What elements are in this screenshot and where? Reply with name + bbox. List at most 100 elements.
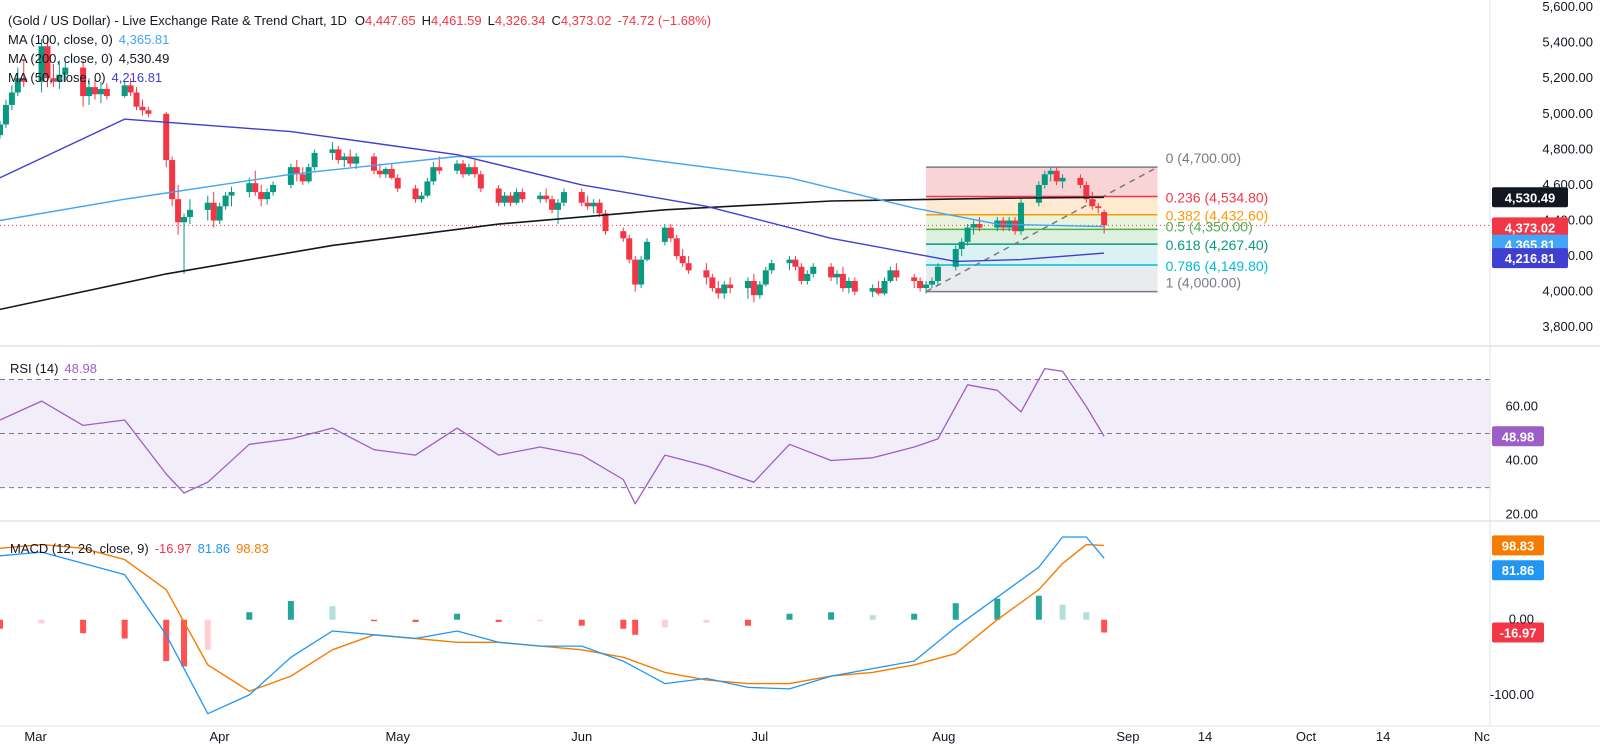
x-tick-label: Apr bbox=[210, 729, 231, 744]
candle-body bbox=[875, 288, 882, 294]
candle-body bbox=[661, 227, 668, 242]
candle-body bbox=[721, 284, 728, 294]
candle-body bbox=[186, 209, 193, 217]
macd-signal-badge-bg bbox=[1492, 535, 1544, 556]
candle-body bbox=[976, 224, 983, 228]
macd-hist-bar bbox=[828, 612, 835, 620]
candle-body bbox=[121, 85, 128, 97]
candle-body bbox=[970, 224, 977, 228]
candle-body bbox=[744, 280, 751, 289]
macd-line bbox=[0, 536, 1105, 715]
candle-body bbox=[1059, 177, 1066, 182]
candle-body bbox=[727, 284, 734, 289]
rsi-label: RSI (14) bbox=[10, 361, 58, 376]
candle-body bbox=[335, 149, 342, 161]
ma50-label: MA (50, close, 0) bbox=[8, 70, 106, 85]
candle-body bbox=[38, 46, 45, 82]
candle-body bbox=[549, 199, 556, 210]
candle-body bbox=[20, 78, 27, 82]
candle-body bbox=[50, 78, 57, 82]
macd-hist-bar bbox=[80, 619, 87, 634]
ma200-badge-bg bbox=[1492, 187, 1568, 208]
candle-body bbox=[555, 202, 562, 210]
macd-hist-bar bbox=[994, 598, 1001, 620]
candle-body bbox=[305, 167, 312, 182]
candle-body bbox=[495, 188, 502, 203]
macd-hist-bar bbox=[869, 615, 876, 620]
fib-zone bbox=[926, 196, 1158, 215]
x-tick-label: Sep bbox=[1116, 729, 1139, 744]
candle-body bbox=[465, 167, 472, 175]
candle-body bbox=[584, 202, 591, 207]
macd-hist-bar bbox=[578, 619, 585, 626]
macd-hist-bar bbox=[1083, 612, 1090, 620]
rsi-tick-label: 40.00 bbox=[1505, 453, 1538, 468]
candle-body bbox=[382, 168, 389, 175]
ma100-line bbox=[0, 155, 1105, 228]
candle-body bbox=[258, 192, 265, 200]
ma50-value: 4,216.81 bbox=[112, 70, 163, 85]
macd-signal-value: 98.83 bbox=[236, 541, 269, 556]
candle-body bbox=[709, 277, 716, 289]
candle-body bbox=[578, 192, 585, 203]
macd-badge: 81.86 bbox=[1502, 563, 1535, 578]
fib-level-label: 0.5 (4,350.00) bbox=[1166, 218, 1253, 234]
candle-body bbox=[412, 188, 419, 200]
candle-body bbox=[756, 284, 763, 296]
macd-signal-badge: 98.83 bbox=[1502, 538, 1535, 553]
macd-hist-bar bbox=[454, 613, 461, 620]
macd-tick-label: 0.00 bbox=[1509, 612, 1534, 627]
x-tick-label: Mar bbox=[24, 729, 47, 744]
ma200-value: 4,530.49 bbox=[119, 51, 170, 66]
rsi-badge: 48.98 bbox=[1502, 429, 1535, 444]
rsi-badge-bg bbox=[1492, 426, 1544, 447]
macd-hist-bar bbox=[632, 619, 639, 635]
candle-body bbox=[590, 202, 597, 207]
rsi-value: 48.98 bbox=[64, 361, 97, 376]
candle-body bbox=[543, 195, 550, 200]
candle-body bbox=[768, 263, 775, 271]
legend-title: (Gold / US Dollar) - Live Exchange Rate … bbox=[8, 13, 347, 28]
moving-averages bbox=[0, 118, 1105, 311]
candle-body bbox=[103, 88, 110, 97]
candle-body bbox=[507, 195, 514, 203]
candle-body bbox=[1089, 199, 1096, 207]
macd-hist-bar bbox=[181, 619, 188, 667]
price-tick-label: 4,000.00 bbox=[1542, 284, 1593, 299]
macd-hist-bar bbox=[786, 613, 793, 620]
fib-level-label: 0.786 (4,149.80) bbox=[1166, 258, 1269, 274]
candle-body bbox=[0, 124, 3, 136]
fibonacci-retracement[interactable]: 0 (4,700.00) 0.236 (4,534.80) 0.382 (4,432… bbox=[925, 150, 1269, 293]
candle-body bbox=[145, 110, 152, 114]
candle-body bbox=[851, 280, 858, 292]
candle-body bbox=[62, 67, 69, 75]
candle-body bbox=[97, 88, 104, 95]
candle-body bbox=[804, 273, 811, 281]
ma50-badge: 4,216.81 bbox=[1505, 251, 1556, 266]
fib-level-label: 0 (4,700.00) bbox=[1166, 150, 1242, 166]
candle-body bbox=[673, 238, 680, 257]
macd-hist-bar bbox=[246, 612, 253, 620]
candle-body bbox=[762, 270, 769, 285]
candle-body bbox=[216, 206, 223, 221]
macd-hist-value: -16.97 bbox=[155, 541, 192, 556]
candle-body bbox=[477, 174, 484, 189]
candle-body bbox=[750, 280, 757, 296]
macd-hist-bar bbox=[412, 619, 419, 622]
candle-body bbox=[311, 152, 318, 168]
candle-body bbox=[786, 259, 793, 264]
macd-hist-bar bbox=[661, 619, 668, 628]
fib-zone bbox=[926, 214, 1158, 230]
candle-body bbox=[911, 277, 918, 281]
macd-hist-bar bbox=[1059, 604, 1066, 620]
candle-body bbox=[1018, 202, 1025, 232]
macd-hist-bar bbox=[38, 619, 45, 624]
macd-hist-bar bbox=[0, 619, 3, 629]
candle-body bbox=[715, 288, 722, 294]
candle-body bbox=[299, 174, 306, 182]
candle-body bbox=[454, 163, 461, 171]
candle-body bbox=[80, 67, 87, 97]
macd-hist-bar bbox=[329, 606, 336, 620]
candle-body bbox=[887, 270, 894, 281]
